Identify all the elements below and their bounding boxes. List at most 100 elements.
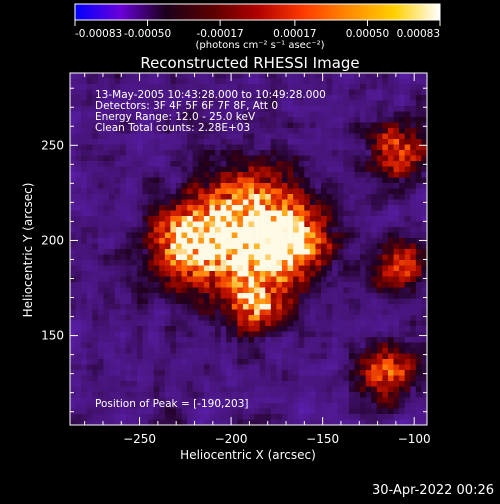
heatmap-cell	[404, 304, 411, 310]
heatmap-cell	[415, 100, 422, 107]
heatmap-cell	[376, 419, 383, 426]
heatmap-cell	[75, 139, 82, 145]
heatmap-cell	[421, 337, 428, 343]
heatmap-cell	[153, 287, 160, 294]
heatmap-cell	[365, 386, 372, 393]
heatmap-cell	[254, 309, 260, 316]
heatmap-cell	[298, 381, 305, 387]
heatmap-cell	[287, 216, 294, 222]
heatmap-cell	[348, 177, 355, 184]
heatmap-cell	[270, 276, 277, 283]
heatmap-cell	[209, 304, 216, 310]
heatmap-cell	[86, 95, 93, 101]
heatmap-cell	[281, 254, 288, 261]
heatmap-cell	[376, 414, 383, 420]
heatmap-cell	[142, 419, 149, 426]
heatmap-cell	[142, 309, 149, 316]
heatmap-cell	[131, 342, 138, 349]
heatmap-cell	[365, 265, 372, 272]
heatmap-cell	[276, 370, 283, 376]
heatmap-cell	[142, 172, 149, 178]
heatmap-cell	[387, 144, 394, 151]
heatmap-cell	[131, 337, 138, 343]
heatmap-cell	[148, 183, 154, 189]
heatmap-cell	[226, 188, 233, 195]
heatmap-cell	[109, 210, 115, 217]
colorbar-unit-label: (photons cm⁻² s⁻¹ asec⁻²)	[195, 40, 324, 51]
heatmap-cell	[237, 194, 244, 200]
heatmap-cell	[326, 238, 333, 244]
heatmap-cell	[198, 183, 205, 189]
heatmap-cell	[348, 172, 355, 178]
heatmap-cell	[125, 84, 132, 90]
heatmap-cell	[187, 188, 194, 195]
heatmap-cell	[365, 320, 372, 327]
heatmap-cell	[348, 139, 355, 145]
heatmap-cell	[203, 414, 210, 420]
heatmap-cell	[304, 194, 311, 200]
heatmap-cell	[343, 348, 350, 354]
heatmap-cell	[125, 166, 132, 173]
heatmap-cell	[365, 106, 372, 112]
heatmap-cell	[242, 309, 249, 316]
heatmap-cell	[281, 392, 288, 398]
heatmap-cell	[270, 249, 277, 255]
heatmap-cell	[276, 353, 283, 360]
heatmap-cell	[415, 265, 422, 272]
heatmap-cell	[343, 375, 350, 382]
heatmap-cell	[209, 84, 216, 90]
heatmap-cell	[259, 238, 266, 244]
heatmap-cell	[298, 139, 305, 145]
heatmap-cell	[293, 386, 300, 393]
heatmap-cell	[332, 249, 339, 255]
heatmap-cell	[203, 122, 210, 129]
heatmap-cell	[410, 216, 417, 222]
heatmap-cell	[215, 320, 221, 327]
heatmap-cell	[393, 150, 400, 156]
heatmap-cell	[70, 122, 76, 129]
heatmap-cell	[203, 194, 210, 200]
heatmap-cell	[209, 106, 216, 112]
heatmap-cell	[159, 265, 166, 272]
heatmap-cell	[387, 128, 394, 134]
heatmap-cell	[170, 364, 177, 371]
heatmap-cell	[376, 381, 383, 387]
heatmap-cell	[164, 315, 171, 321]
heatmap-cell	[220, 144, 227, 151]
heatmap-cell	[181, 282, 188, 288]
heatmap-cell	[393, 359, 400, 365]
heatmap-cell	[215, 84, 221, 90]
heatmap-cell	[337, 84, 344, 90]
heatmap-cell	[421, 364, 428, 371]
heatmap-cell	[203, 315, 210, 321]
heatmap-cell	[365, 84, 372, 90]
heatmap-cell	[399, 183, 405, 189]
heatmap-cell	[371, 210, 378, 217]
heatmap-cell	[326, 353, 333, 360]
heatmap-cell	[86, 276, 93, 283]
heatmap-cell	[75, 403, 82, 409]
heatmap-cell	[343, 293, 350, 299]
heatmap-cell	[326, 139, 333, 145]
heatmap-cell	[81, 166, 88, 173]
heatmap-cell	[136, 144, 143, 151]
heatmap-cell	[175, 309, 182, 316]
heatmap-cell	[148, 348, 154, 354]
heatmap-cell	[220, 249, 227, 255]
heatmap-cell	[321, 172, 327, 178]
heatmap-cell	[164, 210, 171, 217]
heatmap-cell	[404, 293, 411, 299]
heatmap-cell	[226, 144, 233, 151]
heatmap-cell	[114, 84, 121, 90]
heatmap-cell	[354, 238, 361, 244]
heatmap-cell	[276, 282, 283, 288]
heatmap-cell	[120, 348, 127, 354]
heatmap-cell	[142, 381, 149, 387]
heatmap-cell	[103, 370, 110, 376]
heatmap-cell	[203, 353, 210, 360]
heatmap-cell	[270, 304, 277, 310]
heatmap-cell	[337, 337, 344, 343]
heatmap-cell	[404, 144, 411, 151]
heatmap-cell	[215, 381, 221, 387]
heatmap-cell	[181, 166, 188, 173]
